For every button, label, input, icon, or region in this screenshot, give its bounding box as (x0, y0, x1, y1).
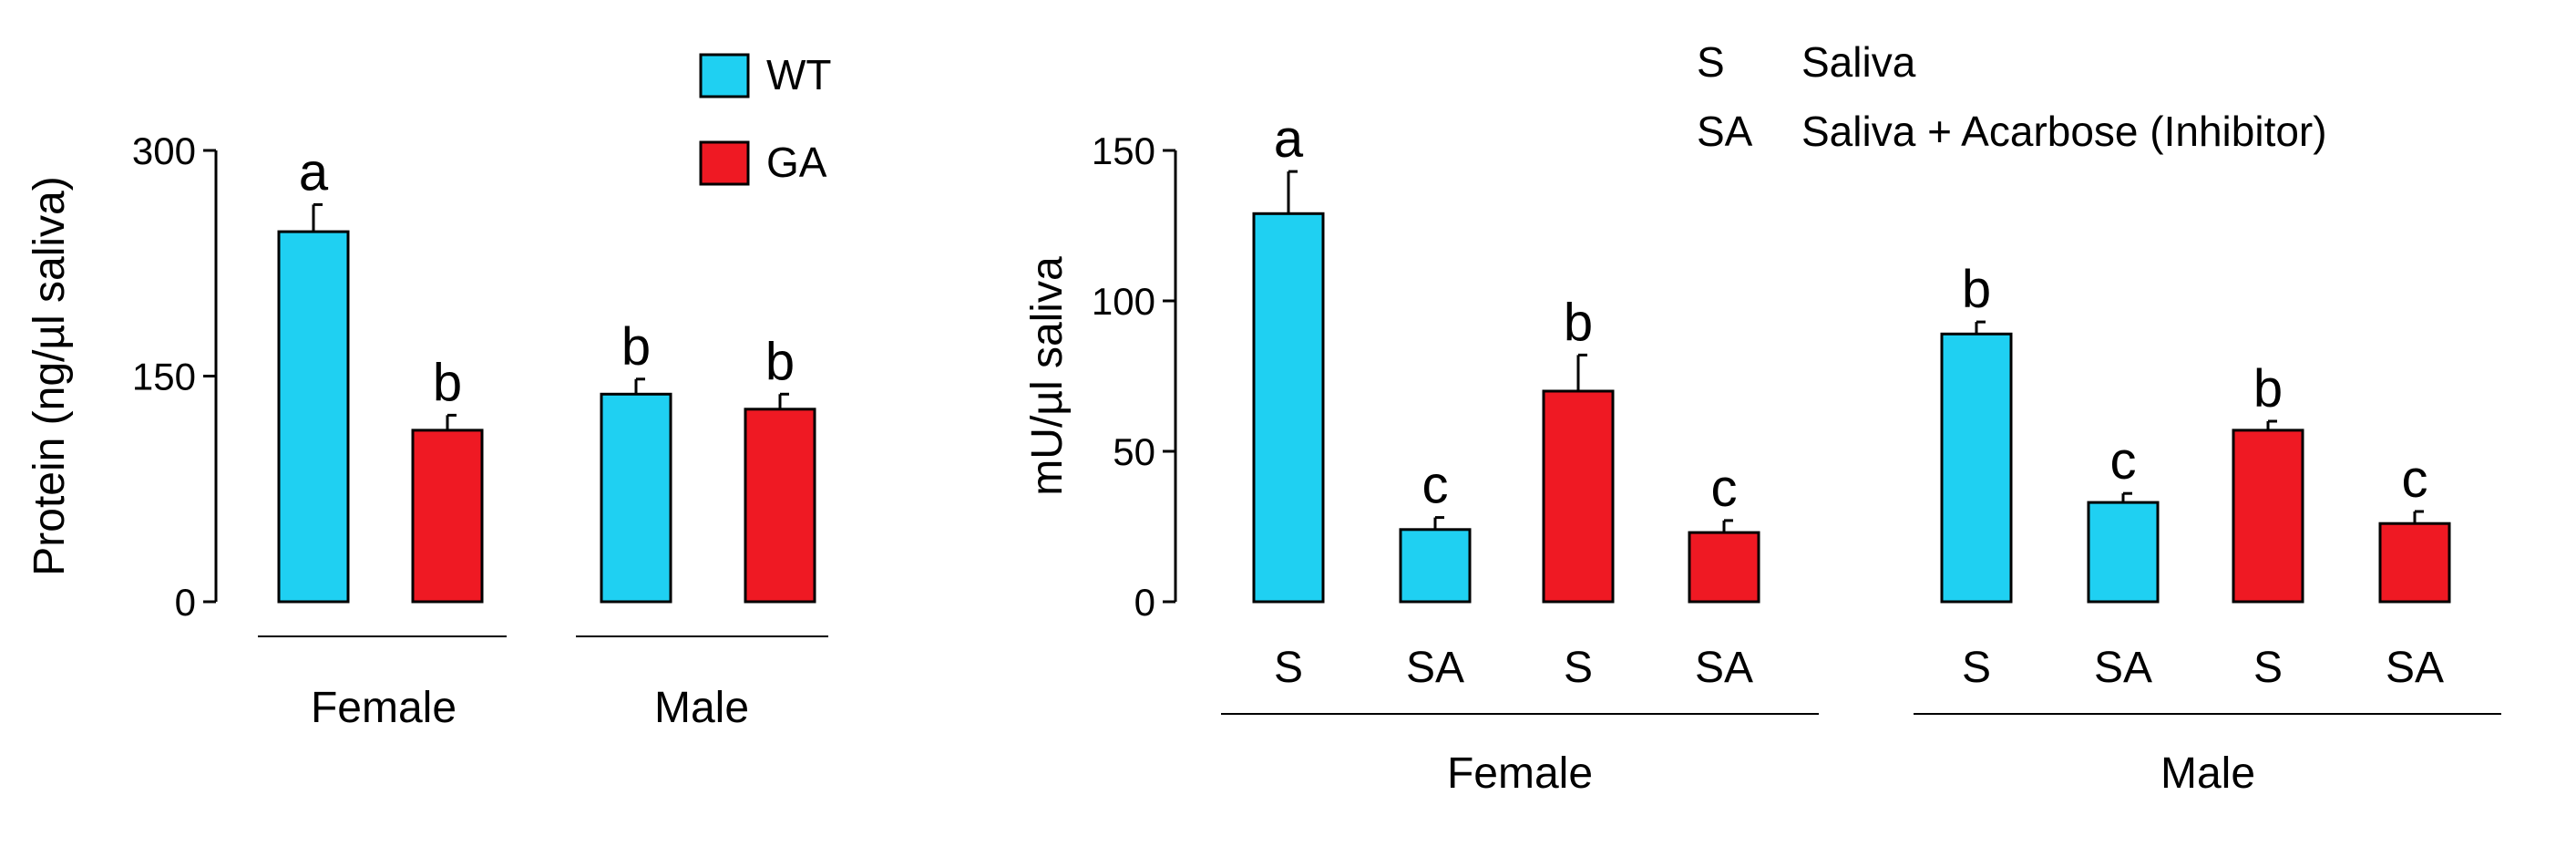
significance-label: c (2402, 449, 2428, 509)
legend-label-wt: WT (766, 51, 832, 98)
legend-swatch-wt (699, 53, 750, 98)
significance-label: c (1711, 459, 1738, 518)
significance-label: b (1564, 293, 1593, 352)
y-tick-label: 100 (1092, 280, 1155, 323)
bar-female-ga-s (1542, 389, 1615, 604)
y-tick-label: 0 (175, 581, 196, 624)
significance-label: b (765, 332, 795, 391)
y-tick-label: 50 (1113, 430, 1155, 473)
significance-label: b (621, 317, 651, 377)
y-tick-label: 150 (1092, 129, 1155, 172)
legend-description: Saliva + Acarbose (Inhibitor) (1801, 108, 2327, 155)
group-label-female: Female (1447, 749, 1593, 798)
category-label: S (1564, 644, 1593, 692)
bar-male-ga-s (2232, 429, 2304, 604)
significance-label: b (433, 353, 462, 412)
category-label: SA (1695, 644, 1753, 692)
significance-label: b (2253, 359, 2283, 418)
y-tick-label: 150 (132, 356, 196, 398)
significance-label: b (1962, 260, 1991, 319)
legend-swatch-ga (699, 140, 750, 186)
significance-label: a (1274, 109, 1304, 169)
bar-male-wt-sa (2087, 501, 2160, 604)
y-tick-label: 0 (1134, 581, 1155, 624)
bar-female-wt-sa (1399, 528, 1472, 604)
category-label: SA (2094, 644, 2152, 692)
bar-female-wt (277, 230, 350, 604)
significance-label: a (299, 142, 329, 201)
group-label-female: Female (311, 684, 457, 732)
y-tick-label: 300 (132, 129, 196, 172)
category-label: SA (2386, 644, 2444, 692)
bar-male-wt (600, 392, 672, 604)
legend-code: S (1697, 38, 1725, 86)
legend-description: Saliva (1801, 38, 1916, 86)
category-label: SA (1406, 644, 1464, 692)
significance-label: c (2110, 431, 2137, 491)
category-label: S (1962, 644, 1991, 692)
bar-male-wt-s (1940, 332, 2013, 604)
legend-label-ga: GA (766, 139, 827, 186)
y-axis-label: Protein (ng/µl saliva) (26, 176, 74, 576)
bar-female-wt-s (1252, 212, 1325, 604)
group-label-male: Male (654, 684, 749, 732)
y-axis-label: mU/µl saliva (1023, 256, 1072, 496)
legend-code: SA (1697, 108, 1753, 155)
bar-female-ga-sa (1688, 531, 1760, 604)
significance-label: c (1422, 456, 1449, 515)
bar-male-ga-sa (2378, 522, 2451, 604)
bar-male-ga (744, 408, 816, 604)
group-label-male: Male (2160, 749, 2255, 798)
category-label: S (2253, 644, 2283, 692)
bar-female-ga (411, 429, 484, 604)
category-label: S (1274, 644, 1303, 692)
